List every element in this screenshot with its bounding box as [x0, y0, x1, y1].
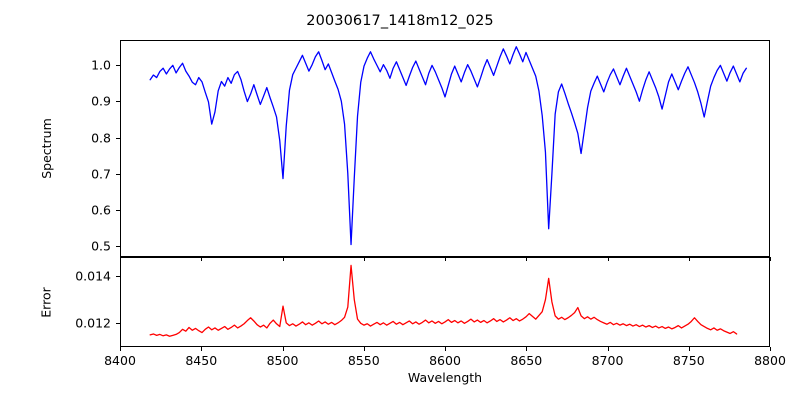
x-axis-tick-label: 8550 [347, 353, 380, 368]
spectrum-ytick-label: 0.8 [91, 130, 111, 146]
spectrum-ytick-label: 0.5 [91, 238, 111, 254]
spectrum-xtick-mark [770, 257, 771, 261]
x-axis-tick-label: 8700 [591, 353, 624, 368]
error-xtick-mark [445, 347, 446, 351]
x-axis-label: Wavelength [407, 370, 483, 385]
error-xtick-mark [282, 347, 284, 351]
error-y-axis-label: Error [38, 286, 54, 318]
x-axis-tick-label: 8400 [104, 353, 136, 368]
x-axis-tick-label: 8650 [510, 353, 543, 368]
error-xtick-mark [770, 347, 771, 351]
error-xtick-mark [526, 347, 528, 351]
x-axis-tick-label: 8500 [266, 353, 299, 368]
spectrum-ytick-label: 0.9 [91, 93, 111, 109]
x-axis-tick-label: 8750 [672, 353, 705, 368]
error-panel [120, 257, 770, 347]
x-axis-tick-label: 8800 [754, 353, 786, 368]
spectrum-ytick-label: 0.6 [91, 202, 111, 218]
error-xtick-mark [201, 347, 203, 351]
error-line [121, 258, 769, 346]
x-axis-tick-label: 8450 [185, 353, 218, 368]
figure-title: 20030617_1418m12_025 [306, 13, 494, 29]
spectrum-y-axis-label: Spectrum [38, 118, 54, 179]
error-ytick-label: 0.014 [75, 268, 111, 284]
spectrum-line [121, 41, 769, 256]
error-ytick-label: 0.012 [75, 315, 111, 331]
spectrum-ytick-label: 0.7 [91, 166, 111, 182]
x-axis-tick-label: 8600 [429, 353, 461, 368]
error-xtick-mark [120, 347, 121, 351]
spectrum-panel [120, 40, 770, 257]
spectrum-ytick-label: 1.0 [91, 57, 111, 73]
error-xtick-mark [363, 347, 365, 351]
error-xtick-mark [688, 347, 690, 351]
error-xtick-mark [607, 347, 609, 351]
